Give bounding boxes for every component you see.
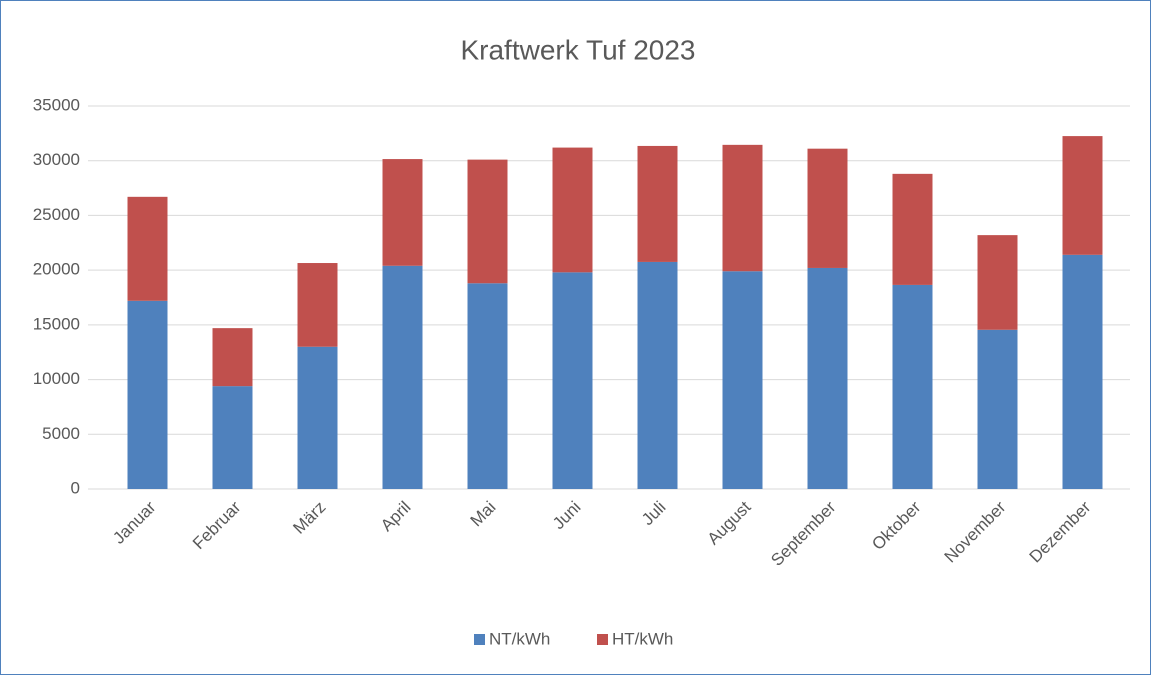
bar-segment	[1062, 136, 1103, 255]
bar-segment	[127, 196, 168, 301]
y-tick-label: 30000	[33, 150, 80, 169]
bar-segment	[892, 284, 933, 489]
bar-segment	[637, 261, 678, 489]
chart-title: Kraftwerk Tuf 2023	[460, 34, 695, 65]
legend-label: NT/kWh	[489, 629, 550, 648]
bar-segment	[637, 145, 678, 262]
y-tick-label: 20000	[33, 260, 80, 279]
bar-segment	[722, 144, 763, 272]
bar-segment	[807, 267, 848, 489]
y-tick-label: 25000	[33, 205, 80, 224]
bar-segment	[1062, 254, 1103, 489]
bar-segment	[382, 159, 423, 266]
legend-label: HT/kWh	[612, 629, 673, 648]
bar-segment	[212, 328, 253, 387]
bar-segment	[552, 272, 593, 489]
bar-segment	[892, 173, 933, 285]
bar-segment	[212, 386, 253, 489]
y-tick-label: 15000	[33, 314, 80, 333]
y-tick-label: 10000	[33, 369, 80, 388]
bar-segment	[382, 265, 423, 489]
y-tick-label: 0	[71, 478, 80, 497]
bar-segment	[977, 329, 1018, 489]
bar-segment	[552, 147, 593, 273]
y-tick-label: 5000	[42, 424, 80, 443]
bar-segment	[297, 346, 338, 489]
legend-swatch	[474, 634, 485, 645]
bar-segment	[807, 148, 848, 268]
legend-swatch	[597, 634, 608, 645]
bar-segment	[467, 283, 508, 489]
bar-segment	[722, 271, 763, 489]
bar-segment	[977, 235, 1018, 330]
y-tick-label: 35000	[33, 95, 80, 114]
bar-segment	[467, 159, 508, 284]
bar-segment	[297, 263, 338, 347]
bar-segment	[127, 300, 168, 489]
